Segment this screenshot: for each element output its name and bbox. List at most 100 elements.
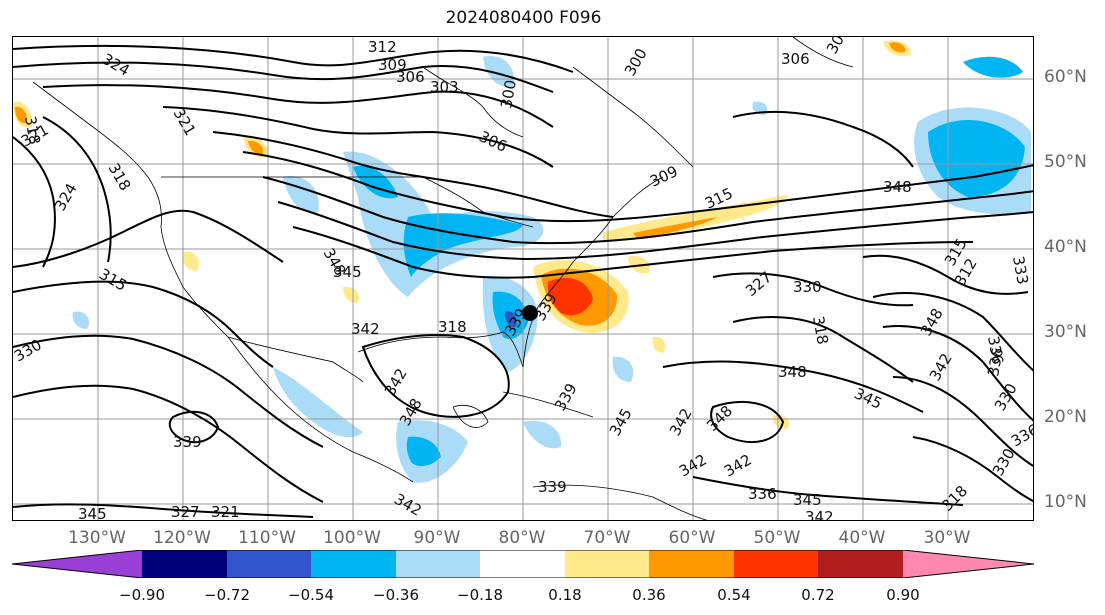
shade-cyan-labrador [963, 56, 1023, 78]
colorbar-band [649, 550, 734, 578]
colorbar-tick-label: −0.54 [288, 586, 334, 604]
shade-blue-rockies [283, 176, 319, 213]
contour-line [13, 334, 324, 448]
shade-yellow-small-4 [182, 251, 200, 271]
coast-hudson-bay [422, 66, 524, 138]
contour-line [13, 384, 324, 503]
contour-label: 309 [647, 162, 681, 190]
contour-label: 306 [781, 50, 810, 68]
contour-label: 342 [721, 451, 755, 481]
contour-label: 318 [938, 482, 971, 515]
contour-label: 327 [171, 503, 200, 521]
contour-line [168, 410, 220, 444]
contour-line [13, 61, 554, 93]
coast-cuba [502, 391, 594, 418]
contour-line [662, 360, 924, 413]
contour-line [872, 292, 1033, 372]
colorbar-tick-label: 0.18 [548, 586, 582, 604]
contour-line [862, 254, 1029, 295]
shading-layer [13, 40, 1031, 483]
colorbar-tick-label: 0.36 [632, 586, 666, 604]
shade-cyan-central-america [406, 436, 441, 467]
shade-blue-small-1 [72, 311, 90, 329]
contour-line [212, 131, 614, 218]
lon-label: 50°W [753, 528, 801, 548]
contour-line [692, 476, 964, 506]
lat-label: 30°N [1044, 322, 1087, 342]
contour-label: 303 [823, 37, 853, 57]
contour-label: 333 [1009, 255, 1032, 286]
contour-label: 330 [793, 278, 822, 296]
colorbar-tick-label: −0.90 [119, 586, 165, 604]
contour-label: 342 [391, 490, 425, 520]
coast-labrador [572, 66, 694, 168]
contour-line [710, 401, 785, 443]
colorbar-tick-label: −0.72 [204, 586, 250, 604]
colorbar-over-triangle [903, 550, 1034, 578]
contour-line [732, 110, 914, 168]
shade-orange-pacific-nw [15, 106, 27, 124]
contour-label: 318 [438, 318, 467, 336]
colorbar-tick-label: 0.54 [717, 586, 751, 604]
contour-label: 342 [666, 405, 696, 439]
contour-label: 318 [809, 315, 832, 346]
colorbar-band [565, 550, 649, 578]
lon-label: 110°W [238, 528, 296, 548]
contour-label: 342 [926, 350, 956, 384]
lon-label: 120°W [153, 528, 211, 548]
lon-label: 40°W [838, 528, 886, 548]
colorbar-band [311, 550, 396, 578]
lon-label: 70°W [583, 528, 631, 548]
lon-label: 60°W [668, 528, 716, 548]
contour-label: 345 [793, 491, 822, 509]
lat-label: 20°N [1044, 407, 1087, 427]
lon-label: 80°W [498, 528, 546, 548]
colorbar-tick-label: 0.90 [886, 586, 920, 604]
coast-pacific-nw [32, 81, 414, 483]
contour-label: 345 [333, 263, 362, 281]
shade-blue-caribbean [523, 420, 562, 449]
contour-label: 300 [497, 78, 520, 109]
contour-label: 336 [984, 346, 1007, 377]
border-us-mexico [227, 336, 364, 383]
map-plot-area: 324 312 309 306 303 300 306 300 306 303 318 321 321 3… [12, 36, 1034, 521]
contour-line [277, 201, 1033, 261]
contour-line [712, 272, 914, 307]
contour-line [292, 226, 974, 279]
contour-line [13, 503, 314, 518]
lon-label: 90°W [413, 528, 461, 548]
contour-label: 306 [476, 127, 510, 155]
contour-label: 348 [703, 402, 736, 435]
graticule [13, 37, 1033, 520]
contour-line [892, 376, 1033, 467]
colorbar-band [480, 550, 565, 578]
contour-label: 348 [883, 178, 912, 196]
contour-label: 336 [984, 335, 1007, 366]
contour-label: 339 [551, 380, 581, 414]
contour-line [262, 176, 1033, 245]
contour-label: 309 [378, 56, 407, 74]
coast-gulf [357, 331, 524, 368]
contour-line [13, 280, 274, 368]
shade-orange-atlantic-jet [633, 217, 718, 239]
contour-label: 339 [173, 433, 202, 451]
contour-label: 342 [381, 365, 411, 399]
shade-orange-ne-atlantic [889, 42, 906, 53]
colorbar [12, 550, 1034, 578]
contour-label: 300 [621, 45, 651, 79]
contour-label: 339 [538, 478, 567, 496]
shade-yellow-small-5 [343, 286, 360, 303]
colorbar-tick-label: −0.36 [373, 586, 419, 604]
contour-line [13, 44, 574, 73]
colorbar-band [142, 550, 227, 578]
lon-label: 100°W [323, 528, 381, 548]
contour-label: 315 [96, 265, 130, 295]
shade-orange-bc [248, 140, 264, 155]
contour-line [242, 151, 1033, 223]
colorbar-band [818, 550, 903, 578]
figure-title: 2024080400 F096 [445, 8, 602, 28]
contour-label: 336 [1008, 421, 1034, 451]
contour-line [361, 334, 510, 418]
contour-line [42, 84, 554, 128]
